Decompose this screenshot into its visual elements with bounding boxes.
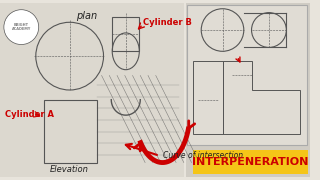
Text: Cylinder A: Cylinder A	[5, 110, 54, 119]
Circle shape	[4, 10, 39, 44]
Bar	[194, 61, 222, 134]
Bar	[0, 3, 184, 177]
Text: BRIGHT
ACADEMY: BRIGHT ACADEMY	[12, 23, 31, 31]
Text: Curve of intersection: Curve of intersection	[163, 151, 243, 160]
Bar	[194, 150, 308, 174]
Bar	[186, 3, 309, 177]
Text: Elevation: Elevation	[50, 165, 89, 174]
Bar	[187, 5, 307, 145]
Bar	[112, 17, 139, 51]
Text: Cylinder B: Cylinder B	[143, 18, 192, 27]
Text: plan: plan	[76, 10, 98, 21]
Text: INTERPENERATION: INTERPENERATION	[192, 157, 309, 167]
Bar	[44, 100, 97, 163]
